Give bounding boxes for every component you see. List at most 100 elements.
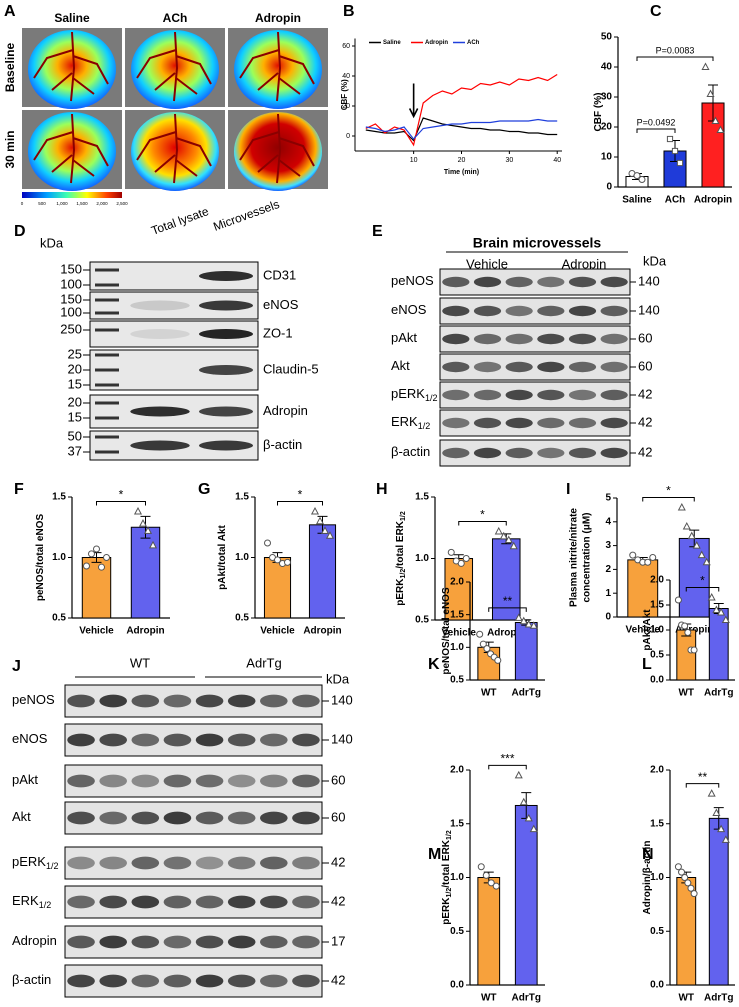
blot-band xyxy=(505,389,533,401)
blot-band xyxy=(292,974,320,988)
significance-bracket xyxy=(488,607,527,612)
blot-strip xyxy=(439,439,631,467)
colorbar-label: 1,500 xyxy=(76,201,88,206)
x-tick-label: AdrTg xyxy=(512,993,541,1004)
blot-band xyxy=(99,811,128,825)
protein-label: eNOS xyxy=(263,297,299,312)
x-tick-label: WT xyxy=(678,688,694,699)
data-point xyxy=(687,884,695,892)
blot-band xyxy=(600,333,628,345)
blot-band xyxy=(473,305,502,317)
blot-strip xyxy=(439,297,631,325)
y-axis-label: concentration (μM) xyxy=(581,512,592,602)
blot-band xyxy=(442,305,470,317)
blot-band xyxy=(600,305,628,317)
data-point xyxy=(264,539,271,547)
x-tick-label: Vehicle xyxy=(442,628,477,639)
blot-band xyxy=(67,774,95,788)
data-point xyxy=(514,770,523,779)
y-tick-label: 50 xyxy=(601,32,613,43)
x-tick-label: WT xyxy=(678,993,694,1004)
blot-band xyxy=(195,974,224,988)
blot-band xyxy=(99,733,128,747)
panel-letter: B xyxy=(343,3,355,20)
protein-label: pERK1/2 xyxy=(391,386,437,403)
series-line xyxy=(365,117,558,142)
data-point xyxy=(133,506,143,515)
data-point xyxy=(524,813,533,822)
y-tick-label: 1.5 xyxy=(450,609,464,620)
panel-letter: L xyxy=(642,656,652,673)
blot-band xyxy=(568,447,597,459)
y-tick-label: 0.5 xyxy=(650,650,664,661)
kda-label: kDa xyxy=(643,253,667,268)
data-point xyxy=(678,868,686,876)
blot-band xyxy=(67,733,95,747)
significance-label: *** xyxy=(500,752,514,766)
colorbar-label: 500 xyxy=(38,201,46,206)
blot-band xyxy=(537,333,565,345)
marker-label: 150 xyxy=(60,261,82,276)
data-point xyxy=(284,558,291,566)
blot-band xyxy=(227,694,256,708)
blot-band xyxy=(131,935,160,949)
y-tick-label: 1.5 xyxy=(650,818,664,829)
kda-value: 140 xyxy=(638,273,660,288)
legend-label: Saline xyxy=(383,40,401,46)
y-axis-label: peNOS/total eNOS xyxy=(35,514,46,602)
data-point xyxy=(697,550,706,559)
protein-name: peNOS xyxy=(12,692,55,707)
blot-band xyxy=(195,733,224,747)
blot-band xyxy=(505,276,533,288)
blot-band xyxy=(195,774,224,788)
y-tick-label: 1.0 xyxy=(650,872,664,883)
blot-band xyxy=(259,856,288,870)
x-tick-label: 10 xyxy=(410,157,418,164)
data-point xyxy=(325,531,335,539)
blot-band xyxy=(163,694,192,708)
x-tick-label: AdrTg xyxy=(704,688,733,699)
kda-value: 17 xyxy=(331,933,345,948)
data-point xyxy=(447,548,455,556)
data-point xyxy=(716,125,725,133)
protein-label: CD31 xyxy=(263,267,296,282)
data-point xyxy=(514,613,523,621)
panel-title: Brain microvessels xyxy=(473,235,602,251)
data-point xyxy=(717,824,726,833)
blot-band xyxy=(600,361,628,373)
y-axis-label: pAkt/Akt xyxy=(642,609,653,651)
column-label: Adropin xyxy=(255,11,301,25)
kda-value: 42 xyxy=(638,414,652,429)
data-point xyxy=(717,607,726,616)
x-tick-label: Adropin xyxy=(694,195,732,206)
y-tick-label: 0.5 xyxy=(235,613,249,624)
x-tick-label: Saline xyxy=(622,195,652,206)
protein-name: eNOS xyxy=(12,731,48,746)
marker-band xyxy=(95,328,119,332)
protein-label: β-actin xyxy=(12,972,51,987)
vessel xyxy=(239,113,315,184)
blot-band xyxy=(292,856,320,870)
y-axis-label-part: /total ERK xyxy=(395,520,406,569)
significance-label: * xyxy=(700,574,705,588)
y-tick-label: 40 xyxy=(601,62,613,73)
data-point xyxy=(684,629,692,636)
marker-band xyxy=(95,401,119,405)
blot-band xyxy=(99,774,128,788)
blot-band xyxy=(505,361,533,373)
panel-letter: N xyxy=(642,846,654,863)
x-tick-label: AdrTg xyxy=(512,688,541,699)
panel-letter: J xyxy=(12,658,21,675)
data-point xyxy=(504,535,513,544)
marker-label: 25 xyxy=(68,346,82,361)
blot-band xyxy=(259,774,288,788)
blot-band xyxy=(199,300,253,311)
y-axis-label: Adropin/β-actin xyxy=(642,841,653,915)
blot-band xyxy=(600,389,628,401)
data-point xyxy=(633,172,641,180)
blot-band xyxy=(130,440,190,451)
bar xyxy=(444,558,474,621)
protein-name: ERK xyxy=(391,414,418,429)
x-tick-label: WT xyxy=(481,993,497,1004)
protein-subscript: 1/2 xyxy=(46,861,59,871)
